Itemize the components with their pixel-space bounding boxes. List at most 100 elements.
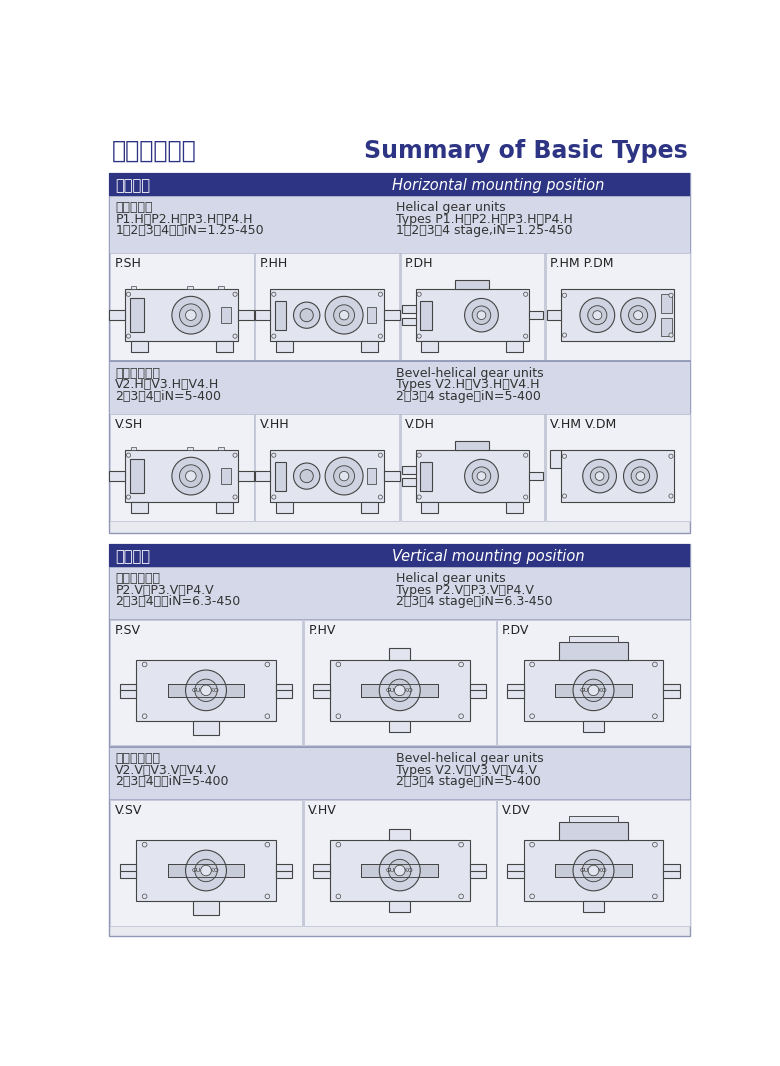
Circle shape bbox=[653, 894, 658, 899]
Bar bbox=[456, 279, 489, 289]
Circle shape bbox=[631, 467, 650, 485]
Bar bbox=[136, 660, 276, 721]
Text: 立式安装: 立式安装 bbox=[115, 549, 151, 564]
Circle shape bbox=[523, 453, 528, 457]
Bar bbox=[255, 254, 399, 359]
Circle shape bbox=[562, 454, 566, 458]
Circle shape bbox=[265, 662, 270, 667]
Circle shape bbox=[339, 310, 349, 320]
Bar bbox=[303, 620, 496, 745]
Text: Types V2.H、V3.H、V4.H: Types V2.H、V3.H、V4.H bbox=[396, 378, 540, 391]
Text: GUDNKO: GUDNKO bbox=[580, 868, 608, 873]
Circle shape bbox=[179, 465, 202, 487]
Text: V2.V、V3.V、V4.V: V2.V、V3.V、V4.V bbox=[115, 764, 217, 777]
Text: GUDNKO: GUDNKO bbox=[192, 868, 220, 873]
Circle shape bbox=[142, 894, 147, 899]
Text: Bevel-helical gear units: Bevel-helical gear units bbox=[396, 753, 544, 765]
Circle shape bbox=[200, 866, 211, 876]
Circle shape bbox=[562, 494, 566, 498]
Bar bbox=[271, 289, 384, 341]
Circle shape bbox=[417, 334, 421, 338]
Bar bbox=[361, 863, 438, 877]
Circle shape bbox=[265, 894, 270, 899]
Circle shape bbox=[334, 305, 355, 325]
Bar bbox=[109, 173, 690, 533]
Bar bbox=[109, 173, 690, 196]
Text: V.SV: V.SV bbox=[115, 804, 142, 817]
Text: P.SH: P.SH bbox=[115, 257, 141, 271]
Bar bbox=[507, 684, 523, 692]
Circle shape bbox=[395, 685, 405, 696]
Bar bbox=[470, 684, 486, 692]
Bar bbox=[109, 747, 690, 800]
Bar bbox=[523, 840, 663, 902]
Circle shape bbox=[580, 297, 615, 333]
Bar bbox=[303, 801, 496, 925]
Bar bbox=[558, 643, 629, 660]
Circle shape bbox=[636, 472, 645, 481]
Text: V.SH: V.SH bbox=[115, 418, 143, 432]
Circle shape bbox=[142, 842, 147, 847]
Bar bbox=[456, 440, 489, 450]
Circle shape bbox=[195, 859, 218, 882]
Circle shape bbox=[200, 685, 211, 696]
Text: 2、3、4级iN=5-400: 2、3、4级iN=5-400 bbox=[115, 390, 222, 403]
Bar bbox=[254, 471, 271, 481]
Circle shape bbox=[573, 671, 614, 711]
Circle shape bbox=[472, 467, 491, 485]
Circle shape bbox=[378, 292, 382, 296]
Circle shape bbox=[378, 453, 382, 457]
Circle shape bbox=[530, 714, 534, 718]
Bar bbox=[506, 341, 523, 352]
Bar bbox=[131, 287, 136, 289]
Circle shape bbox=[233, 453, 237, 457]
Circle shape bbox=[523, 292, 528, 296]
Circle shape bbox=[588, 866, 599, 876]
Bar bbox=[168, 863, 244, 877]
Circle shape bbox=[653, 842, 658, 847]
Bar bbox=[222, 468, 231, 484]
Text: P.HV: P.HV bbox=[308, 624, 335, 636]
Bar bbox=[109, 544, 690, 567]
Bar bbox=[129, 459, 144, 494]
Text: Types P1.H、P2.H、P3.H、P4.H: Types P1.H、P2.H、P3.H、P4.H bbox=[396, 212, 573, 226]
Bar bbox=[421, 502, 438, 513]
Bar bbox=[131, 341, 147, 352]
Circle shape bbox=[379, 851, 420, 891]
Text: 卧式安装: 卧式安装 bbox=[115, 178, 151, 193]
Bar bbox=[558, 823, 629, 840]
Bar bbox=[384, 310, 399, 320]
Bar bbox=[402, 479, 416, 486]
Text: Summary of Basic Types: Summary of Basic Types bbox=[364, 139, 688, 163]
Bar bbox=[239, 310, 254, 320]
Bar bbox=[416, 450, 529, 502]
Bar bbox=[416, 289, 529, 341]
Text: P.SV: P.SV bbox=[115, 624, 140, 636]
Bar bbox=[555, 683, 632, 697]
Text: GUDNKO: GUDNKO bbox=[386, 688, 413, 693]
Bar bbox=[561, 450, 675, 502]
Bar bbox=[507, 865, 523, 872]
Circle shape bbox=[142, 714, 147, 718]
Circle shape bbox=[590, 467, 609, 485]
Circle shape bbox=[417, 453, 421, 457]
Text: GUDNKO: GUDNKO bbox=[386, 868, 413, 873]
Bar bbox=[420, 462, 431, 490]
Bar bbox=[168, 683, 244, 697]
Bar bbox=[420, 301, 431, 329]
Bar bbox=[216, 341, 232, 352]
Text: 平行轴齿轮箱: 平行轴齿轮箱 bbox=[115, 572, 161, 585]
Circle shape bbox=[465, 298, 498, 332]
Bar bbox=[275, 462, 286, 490]
Circle shape bbox=[336, 662, 341, 667]
Bar bbox=[569, 817, 618, 823]
Circle shape bbox=[325, 296, 363, 334]
Bar bbox=[125, 289, 239, 341]
Bar bbox=[555, 863, 632, 877]
Bar bbox=[550, 450, 561, 468]
Text: 2、3、4 stage，iN=6.3-450: 2、3、4 stage，iN=6.3-450 bbox=[396, 595, 552, 609]
Bar bbox=[314, 684, 330, 692]
Circle shape bbox=[395, 866, 405, 876]
Bar bbox=[402, 305, 416, 312]
Bar bbox=[125, 450, 239, 502]
